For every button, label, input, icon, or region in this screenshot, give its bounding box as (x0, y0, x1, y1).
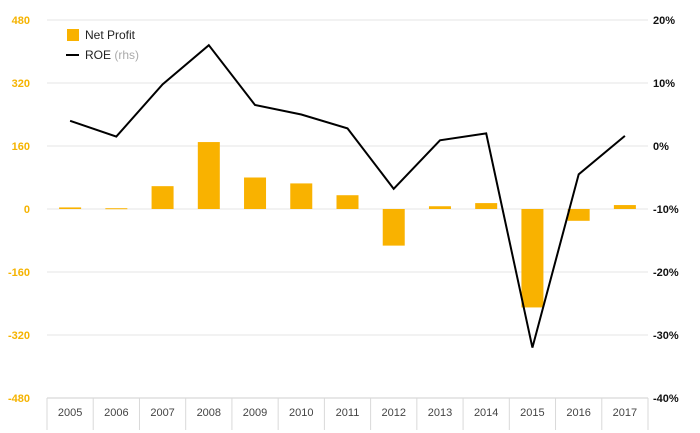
x-tick-label: 2014 (474, 407, 498, 419)
y-right-tick-label: 10% (653, 78, 675, 90)
bar-net-profit (613, 205, 636, 209)
y-right-tick-label: -10% (653, 204, 679, 216)
legend-label-net-profit: Net Profit (85, 28, 136, 42)
y-right-tick-label: -30% (653, 330, 679, 342)
x-tick-label: 2010 (289, 407, 313, 419)
y-left-tick-label: 160 (12, 141, 30, 153)
line-roe (69, 43, 626, 348)
x-tick-label: 2008 (197, 407, 221, 419)
bar-net-profit (475, 203, 498, 209)
legend-swatch-net-profit (67, 29, 79, 41)
legend-label-roe-suffix: (rhs) (114, 48, 139, 62)
x-tick-label: 2011 (336, 407, 360, 419)
bar-net-profit (244, 177, 267, 209)
y-left-tick-label: 0 (24, 204, 30, 216)
bar-net-profit (151, 186, 174, 209)
y-right-tick-label: -40% (653, 393, 679, 405)
x-tick-label: 2007 (150, 407, 174, 419)
bar-net-profit (567, 209, 590, 221)
x-tick-label: 2006 (104, 407, 128, 419)
x-tick-label: 2016 (566, 407, 590, 419)
bar-net-profit (290, 183, 313, 209)
y-right-tick-label: 0% (653, 141, 669, 153)
y-left-tick-label: -480 (8, 393, 30, 405)
bar-net-profit (197, 142, 220, 209)
x-tick-label: 2005 (58, 407, 82, 419)
legend-label-roe: ROE (rhs) (85, 48, 139, 62)
x-tick-label: 2013 (428, 407, 452, 419)
x-tick-label: 2012 (381, 407, 405, 419)
bar-net-profit (521, 209, 544, 308)
y-left-tick-label: -320 (8, 330, 30, 342)
x-tick-label: 2009 (243, 407, 267, 419)
bar-net-profit (105, 208, 128, 210)
y-right-tick-label: 20% (653, 15, 675, 27)
bar-net-profit (382, 209, 405, 246)
x-tick-label: 2015 (520, 407, 544, 419)
bar-net-profit (428, 206, 451, 209)
y-left-tick-label: 480 (12, 15, 30, 27)
bar-net-profit (336, 195, 359, 209)
bar-net-profit (59, 207, 82, 209)
x-tick-label: 2017 (613, 407, 637, 419)
y-left-tick-label: -160 (8, 267, 30, 279)
y-right-tick-label: -20% (653, 267, 679, 279)
y-left-tick-label: 320 (12, 78, 30, 90)
